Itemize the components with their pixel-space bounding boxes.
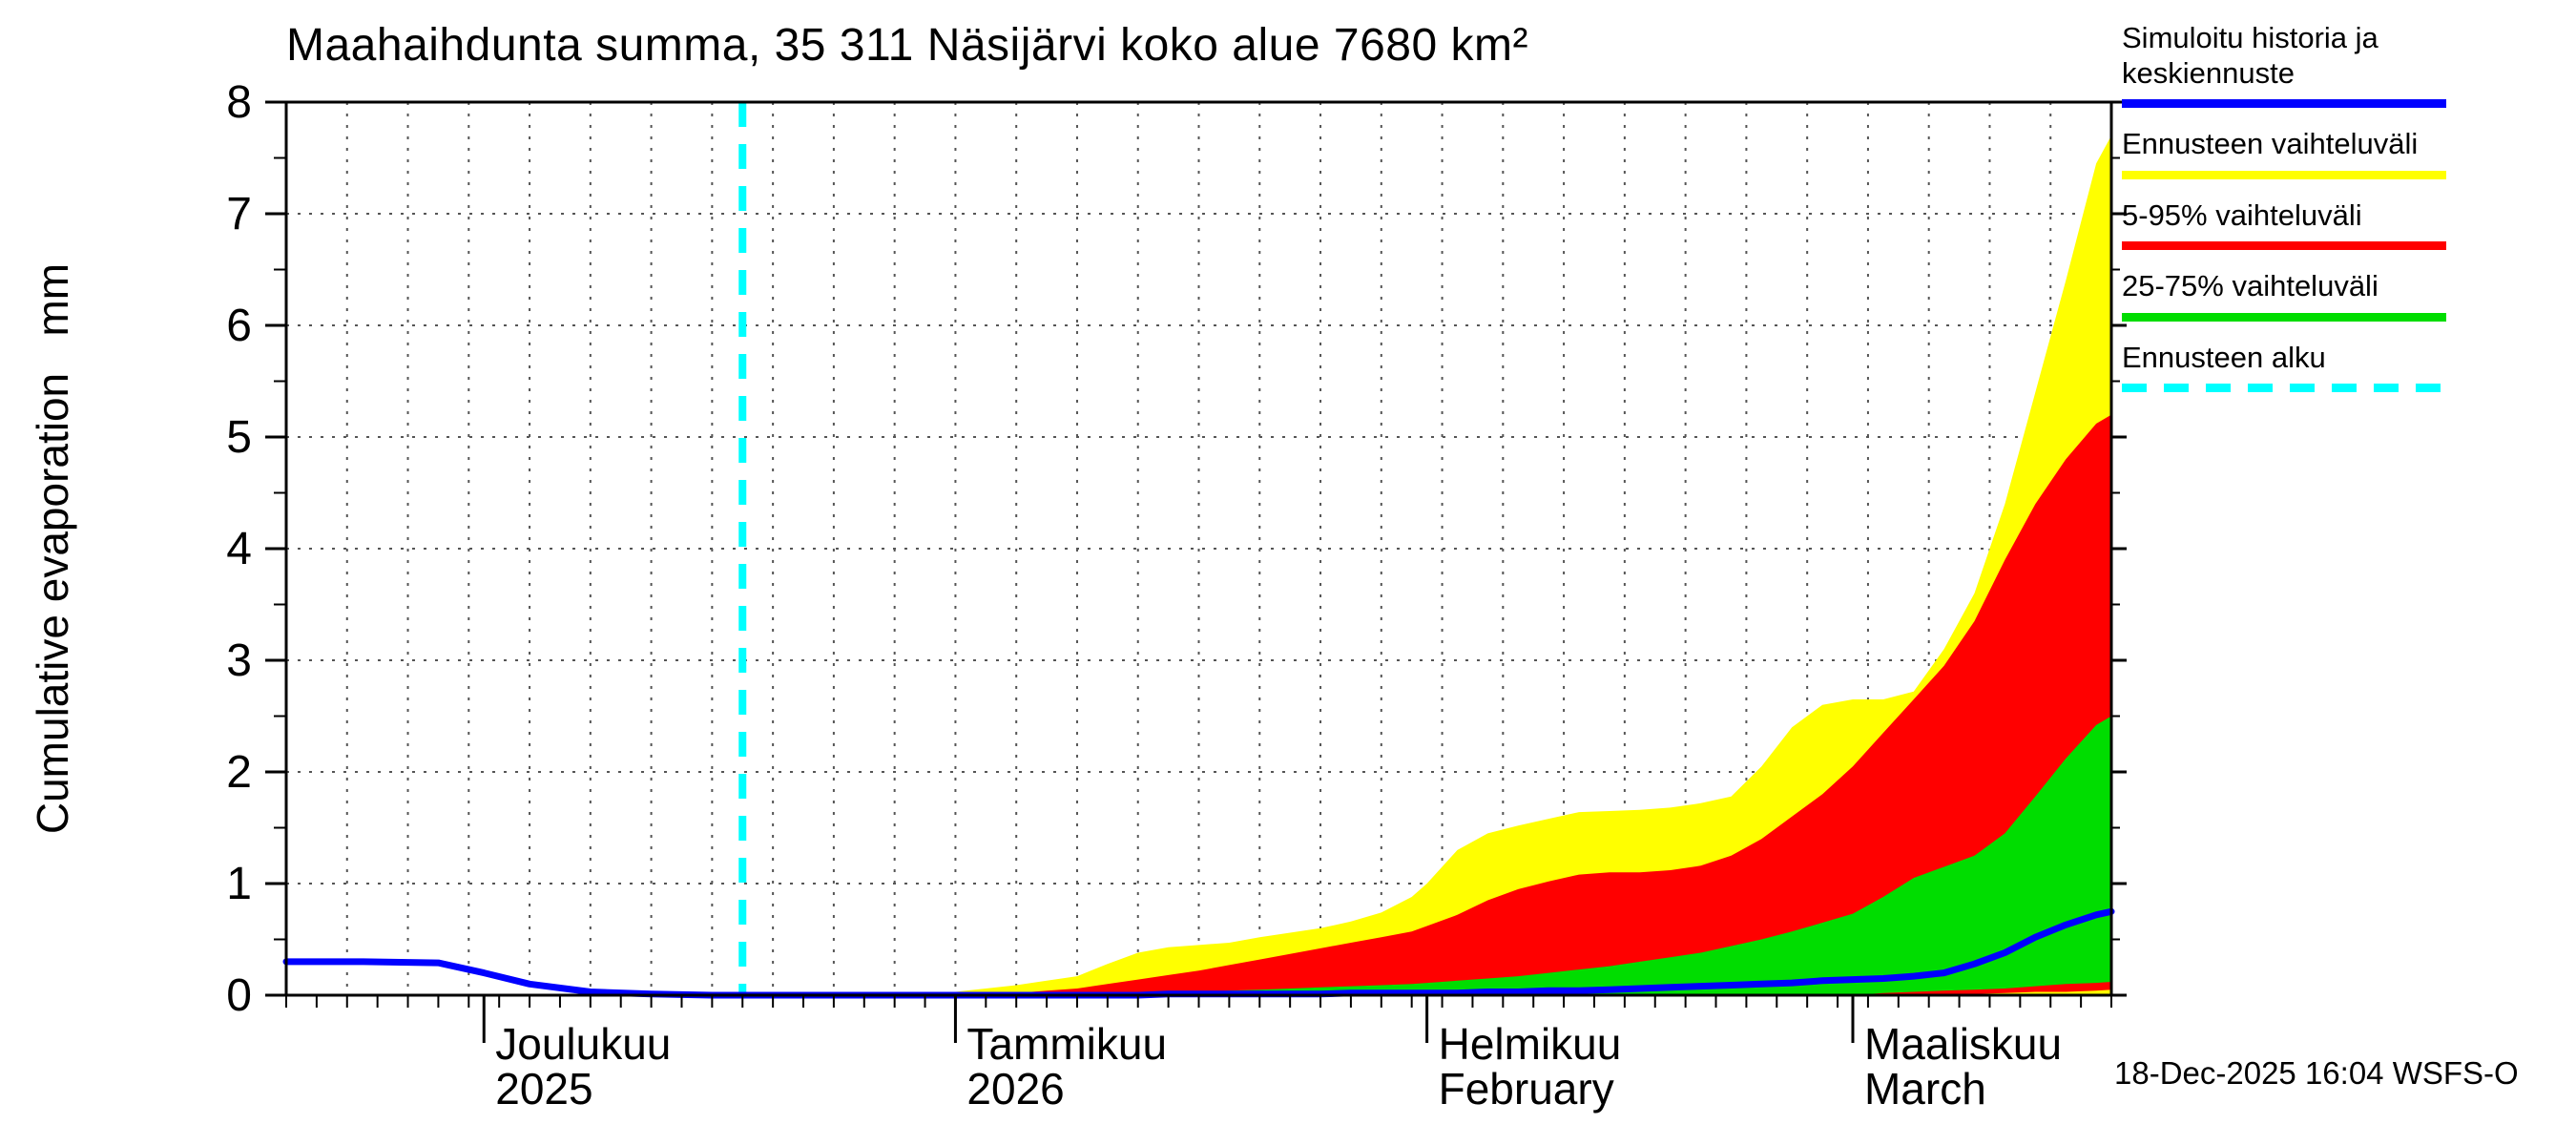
y-tick-label: 1: [226, 859, 252, 909]
month-label: Helmikuu: [1439, 1019, 1622, 1069]
month-sublabel: 2026: [966, 1064, 1064, 1114]
legend-entry: Ennusteen alku: [2122, 341, 2462, 393]
legend-entry: Simuloitu historia ja keskiennuste: [2122, 21, 2462, 109]
axes-and-ticks: [265, 100, 2127, 1043]
y-tick-label: 8: [226, 77, 252, 128]
y-tick-label: 5: [226, 412, 252, 463]
y-tick-label: 3: [226, 635, 252, 686]
y-tick-label: 0: [226, 970, 252, 1021]
legend-label: Ennusteen vaihteluväli: [2122, 127, 2419, 161]
legend-label: Simuloitu historia ja keskiennuste: [2122, 21, 2379, 90]
legend-entry: 25-75% vaihteluväli: [2122, 269, 2462, 322]
timestamp: 18-Dec-2025 16:04 WSFS-O: [2114, 1055, 2519, 1091]
legend-entry: 5-95% vaihteluväli: [2122, 198, 2462, 251]
y-tick-label: 6: [226, 301, 252, 351]
legend: Simuloitu historia ja keskiennuste Ennust…: [2122, 21, 2462, 411]
band-5-95: [742, 414, 2111, 996]
month-label: Joulukuu: [495, 1019, 671, 1069]
legend-swatch-solid: [2122, 170, 2446, 179]
month-label: Tammikuu: [966, 1019, 1167, 1069]
legend-swatch-solid: [2122, 312, 2446, 322]
legend-label: Ennusteen alku: [2122, 340, 2326, 374]
chart-title: Maahaihdunta summa, 35 311 Näsijärvi kok…: [286, 20, 1528, 71]
legend-swatch-solid: [2122, 241, 2446, 251]
month-sublabel: 2025: [495, 1064, 592, 1114]
month-sublabel: February: [1439, 1064, 1614, 1114]
band-full-range: [742, 135, 2111, 996]
month-sublabel: March: [1864, 1064, 1986, 1114]
y-tick-label: 2: [226, 747, 252, 798]
legend-label: 5-95% vaihteluväli: [2122, 198, 2362, 232]
legend-swatch-solid: [2122, 99, 2446, 109]
y-tick-label: 4: [226, 524, 252, 574]
month-label: Maaliskuu: [1864, 1019, 2062, 1069]
forecast-bands: [742, 135, 2111, 996]
y-tick-label: 7: [226, 189, 252, 239]
legend-swatch-dashed: [2122, 384, 2446, 393]
legend-label: 25-75% vaihteluväli: [2122, 269, 2379, 303]
legend-entry: Ennusteen vaihteluväli: [2122, 127, 2462, 179]
